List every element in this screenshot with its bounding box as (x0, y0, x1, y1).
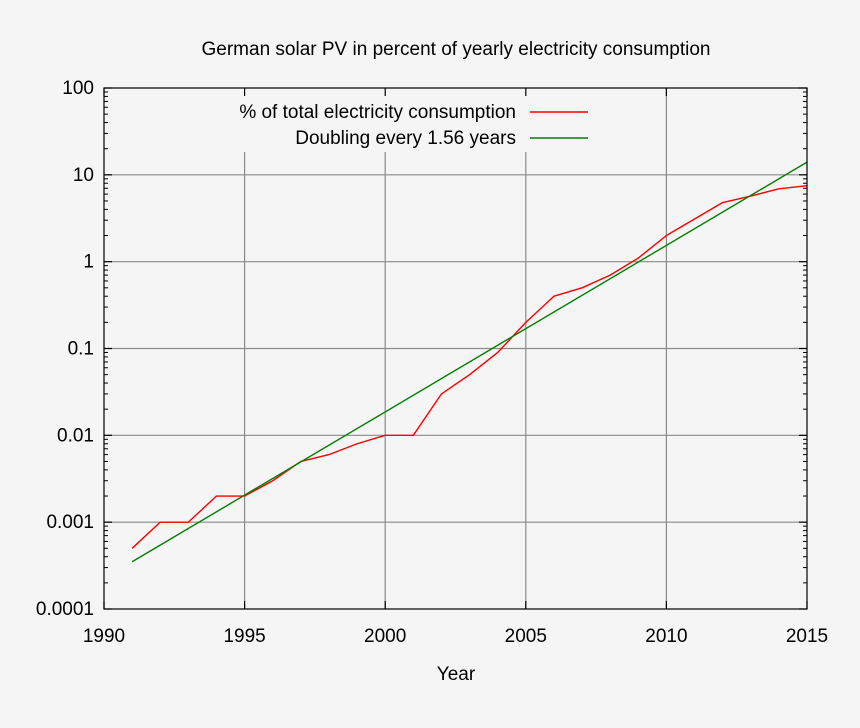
legend-label-2: Doubling every 1.56 years (295, 128, 516, 149)
series-line-1 (131, 184, 808, 549)
y-tick-label: 0.01 (57, 425, 94, 446)
grid (104, 88, 807, 609)
x-tick-label: 2005 (505, 626, 547, 647)
y-tick-label: 0.1 (68, 339, 94, 360)
x-tick-label: 2015 (786, 626, 828, 647)
y-tick-label: 0.001 (46, 512, 94, 533)
series-layer (131, 161, 808, 563)
x-tick-label: 1995 (223, 626, 265, 647)
y-tick-label: 100 (62, 78, 94, 99)
x-tick-label: 2010 (645, 626, 687, 647)
legend: % of total electricity consumption Doubli… (239, 102, 588, 149)
y-tick-label: 10 (73, 165, 94, 186)
chart-title: German solar PV in percent of yearly ele… (202, 39, 711, 60)
legend-label-1: % of total electricity consumption (239, 102, 516, 123)
series-line-2 (131, 161, 808, 563)
x-axis-label: Year (437, 664, 476, 685)
y-tick-label: 0.0001 (36, 599, 94, 620)
ticks: 100 10 1 0.1 0.01 0.001 0.0001 1990 1995 2000 2005… (36, 78, 828, 647)
x-tick-label: 2000 (364, 626, 406, 647)
y-tick-label: 1 (83, 252, 94, 273)
x-tick-label: 1990 (83, 626, 125, 647)
